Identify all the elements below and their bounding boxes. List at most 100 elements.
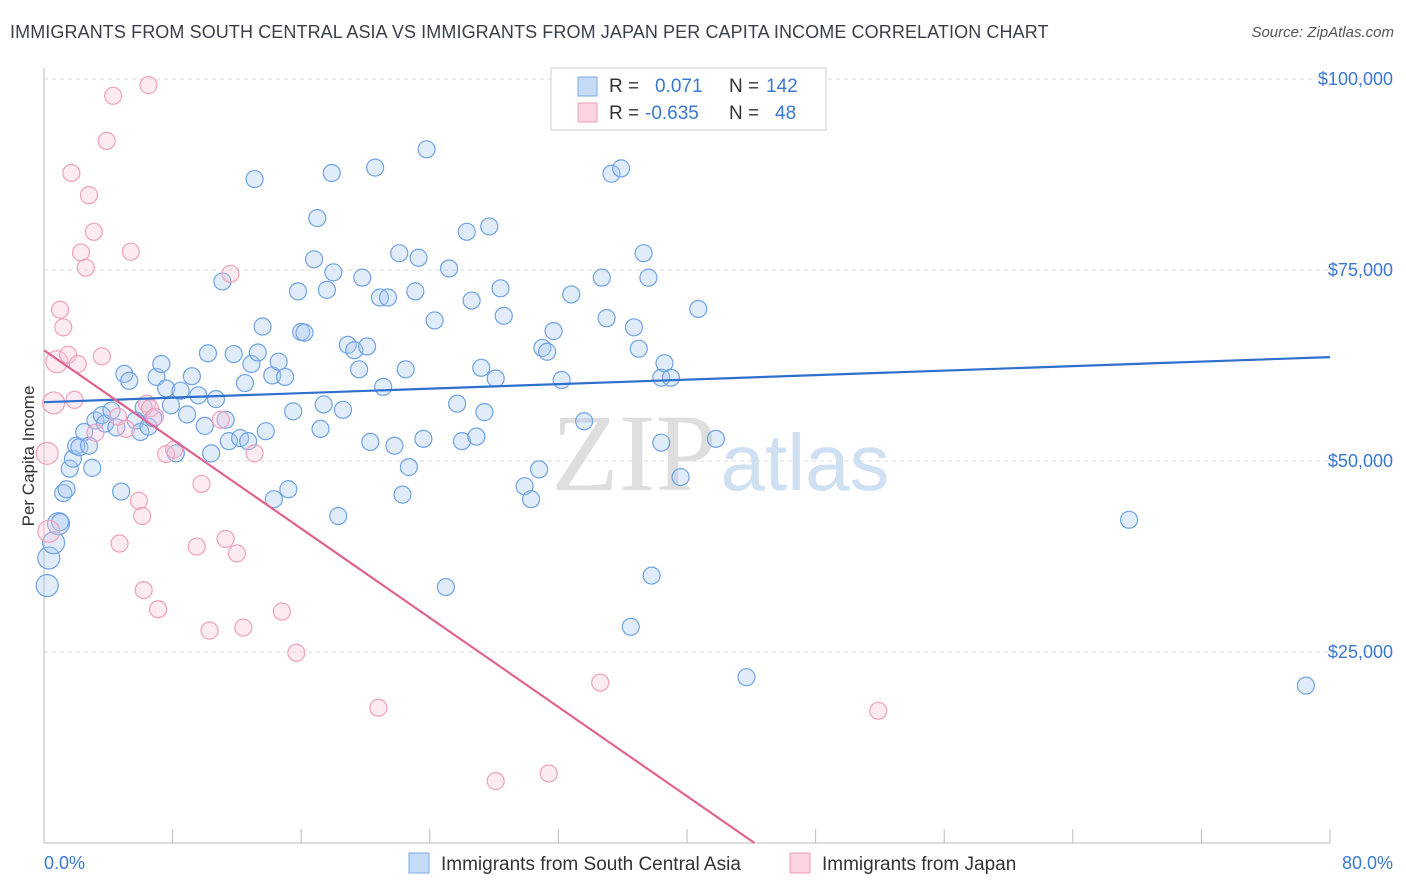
blue-point-82 xyxy=(393,485,412,504)
y-tick-label-3: $100,000 xyxy=(1318,69,1393,89)
stats-swatch-blue xyxy=(577,76,598,97)
blue-point-90 xyxy=(436,577,455,597)
blue-point-32 xyxy=(171,381,190,400)
blue-point-85 xyxy=(406,282,425,301)
blue-point-25 xyxy=(139,417,158,436)
watermark-zip: ZIP xyxy=(552,392,717,514)
pink-point-39 xyxy=(245,444,264,463)
blue-point-13 xyxy=(83,458,102,477)
blue-point-1 xyxy=(37,546,61,570)
trend-line-blue xyxy=(43,355,1331,404)
chart-title: IMMIGRANTS FROM SOUTH CENTRAL ASIA VS IM… xyxy=(10,22,1049,42)
y-tick-labels: $25,000 $50,000 $75,000 $100,000 xyxy=(1318,69,1393,662)
blue-point-73 xyxy=(353,268,372,287)
blue-point-0 xyxy=(35,573,59,598)
blue-point-47 xyxy=(242,354,261,374)
y-tick-label-0: $25,000 xyxy=(1328,642,1393,662)
blue-point-87 xyxy=(414,429,433,448)
blue-point-66 xyxy=(322,163,341,183)
blue-point-36 xyxy=(195,416,214,435)
blue-point-30 xyxy=(161,396,181,415)
pink-point-16 xyxy=(97,131,116,150)
stats-legend: R = 0.071 N = 142 R = -0.635 N = 48 xyxy=(550,67,827,131)
blue-point-110 xyxy=(562,285,581,304)
blue-point-84 xyxy=(399,458,419,477)
blue-point-69 xyxy=(333,400,353,419)
pink-point-44 xyxy=(539,764,558,783)
blue-point-119 xyxy=(634,244,653,263)
blue-point-58 xyxy=(288,282,308,301)
pink-point-42 xyxy=(369,698,388,717)
pink-point-36 xyxy=(221,264,240,283)
x-tick-labels: 0.0% 80.0% xyxy=(44,853,1393,873)
stats-r-label-pink: R = xyxy=(609,103,639,124)
x-tick-label-0: 0.0% xyxy=(44,853,85,873)
watermark-atlas: atlas xyxy=(721,418,890,507)
pink-point-19 xyxy=(110,534,129,553)
blue-point-99 xyxy=(480,217,499,236)
pink-point-37 xyxy=(227,544,246,563)
blue-point-67 xyxy=(324,263,343,282)
blue-point-102 xyxy=(494,306,513,325)
blue-point-86 xyxy=(409,248,428,267)
trend-lines xyxy=(43,349,1331,844)
pink-point-11 xyxy=(76,258,95,277)
blue-point-45 xyxy=(235,373,255,393)
blue-point-75 xyxy=(361,432,380,451)
blue-point-116 xyxy=(621,617,640,636)
blue-point-50 xyxy=(253,317,272,336)
blue-point-62 xyxy=(308,208,327,228)
stats-r-value-pink: -0.635 xyxy=(645,103,699,124)
blue-point-41 xyxy=(216,410,235,429)
stats-swatch-pink xyxy=(577,102,598,123)
series-south-central-asia xyxy=(35,140,1315,695)
blue-point-112 xyxy=(592,268,611,287)
blue-point-42 xyxy=(219,432,238,451)
legend-label-pink: Immigrants from Japan xyxy=(822,854,1016,875)
pink-point-40 xyxy=(272,602,292,621)
pink-point-28 xyxy=(149,600,168,619)
stats-n-label-blue: N = xyxy=(729,76,759,97)
pink-point-43 xyxy=(486,772,505,791)
blue-point-83 xyxy=(396,360,415,379)
blue-point-124 xyxy=(652,433,671,452)
blue-point-43 xyxy=(224,344,243,364)
blue-point-28 xyxy=(152,354,171,374)
blue-point-105 xyxy=(530,460,549,479)
blue-point-117 xyxy=(624,318,644,337)
stats-n-value-pink: 48 xyxy=(775,103,796,124)
blue-point-48 xyxy=(245,169,264,189)
blue-point-60 xyxy=(295,323,314,342)
pink-point-20 xyxy=(116,419,136,439)
blue-point-126 xyxy=(671,467,690,487)
blue-point-100 xyxy=(486,369,505,388)
pink-point-13 xyxy=(84,222,103,241)
blue-point-127 xyxy=(689,299,708,319)
pink-point-0 xyxy=(35,441,59,465)
blue-point-104 xyxy=(521,490,541,509)
axes xyxy=(43,68,1331,844)
y-axis-label: Per Capita Income xyxy=(19,386,38,527)
blue-point-81 xyxy=(390,244,409,263)
blue-point-34 xyxy=(182,367,201,386)
y-tick-label-1: $50,000 xyxy=(1328,451,1393,471)
pink-point-33 xyxy=(200,621,219,640)
legend-swatch-pink xyxy=(789,852,811,874)
blue-point-109 xyxy=(552,370,571,390)
pink-point-6 xyxy=(59,345,78,364)
blue-point-65 xyxy=(317,280,337,299)
blue-point-55 xyxy=(276,367,295,387)
blue-point-101 xyxy=(491,279,510,298)
blue-point-51 xyxy=(256,422,275,441)
blue-point-88 xyxy=(417,140,436,159)
pink-point-21 xyxy=(121,242,140,261)
blue-point-21 xyxy=(120,371,139,390)
blue-point-89 xyxy=(425,311,444,330)
series-japan xyxy=(35,76,888,791)
blue-point-79 xyxy=(378,288,398,307)
blue-point-92 xyxy=(448,394,467,413)
bottom-legend: Immigrants from South Central Asia Immig… xyxy=(408,852,1016,875)
pink-point-17 xyxy=(104,86,123,105)
pink-point-46 xyxy=(869,701,888,720)
